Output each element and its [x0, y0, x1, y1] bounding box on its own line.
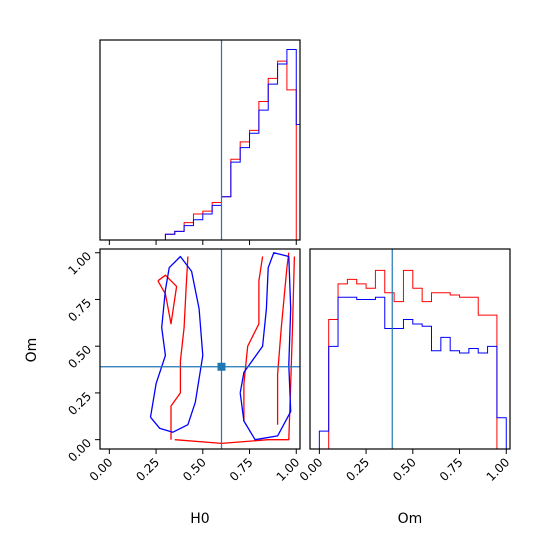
om-ytick-label: 0.75 [65, 296, 94, 325]
h0-hist-series-1 [164, 60, 300, 240]
om-right-xtick-label: 0.00 [297, 455, 326, 484]
contour-series-1-line-1 [170, 256, 189, 440]
h0-om-contour-panel: 0.00 0.25 0.50 0.75 1.00 0.00 0.25 0.50 0.75 1.00 [65, 248, 303, 484]
om-hist-series-2 [318, 296, 507, 449]
om-right-xtick-label: 0.50 [390, 455, 419, 484]
om-hist-series-1 [319, 269, 507, 449]
h0-hist-series-2 [164, 49, 300, 240]
contour-series-2-line-1 [149, 255, 204, 433]
joint-frame [99, 248, 301, 450]
contour-group [149, 252, 296, 445]
h0-marginal-frame [99, 39, 301, 241]
om-right-xtick-label: 0.25 [343, 455, 372, 484]
x-axis-label-h0: H0 [190, 511, 209, 527]
h0-xtick-label: 0.75 [227, 455, 256, 484]
x-axis-label-om: Om [398, 511, 423, 527]
h0-xtick-label: 0.50 [180, 455, 209, 484]
contour-series-1-line-5 [157, 274, 178, 325]
om-ytick-label: 0.50 [65, 342, 94, 371]
h0-xtick-label: 0.00 [87, 455, 116, 484]
om-ytick-label: 0.25 [65, 389, 94, 418]
truth-marker [217, 362, 226, 371]
h0-xtick-label: 0.25 [133, 455, 162, 484]
contour-series-1-line-4 [276, 252, 290, 425]
om-right-xtick-label: 1.00 [484, 455, 513, 484]
om-histograms [318, 269, 507, 449]
h0-marginal-panel [99, 39, 301, 245]
contour-series-2-line-2 [239, 252, 292, 441]
h0-xtick-label: 1.00 [274, 455, 303, 484]
om-ytick-label: 1.00 [65, 249, 94, 278]
om-marginal-frame [309, 248, 511, 450]
h0-histograms [164, 49, 300, 240]
contour-series-1-line-2 [174, 256, 296, 445]
om-ytick-label: 0.00 [65, 436, 94, 465]
om-right-xtick-label: 0.75 [437, 455, 466, 484]
contour-series-1-line-3 [243, 256, 264, 421]
y-axis-label-om: Om [24, 338, 40, 363]
om-marginal-panel: 0.00 0.25 0.50 0.75 1.00 [297, 248, 513, 484]
